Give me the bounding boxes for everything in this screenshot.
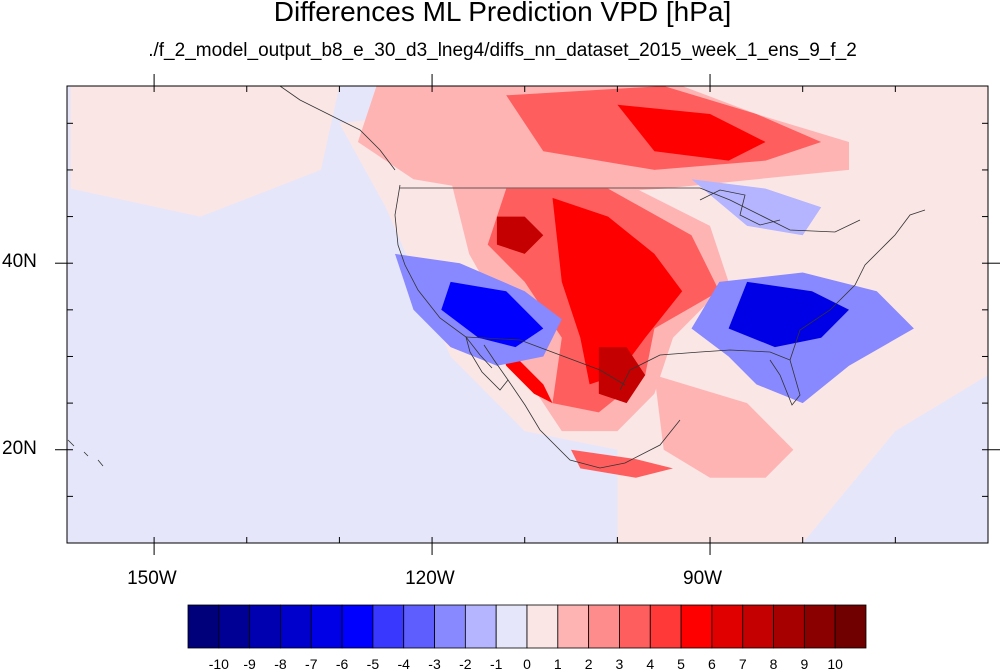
colorbar-swatch — [341, 604, 374, 649]
field-plains-red-core — [552, 197, 683, 385]
great-lakes — [699, 189, 781, 226]
colorbar-swatch — [773, 604, 805, 649]
colorbar — [187, 604, 867, 649]
colorbar-swatch — [434, 604, 466, 649]
colorbar-swatch — [711, 604, 744, 649]
colorbar-label: 6 — [708, 656, 716, 672]
baja-coast — [465, 336, 509, 391]
colorbar-label: 2 — [584, 656, 593, 672]
colorbar-swatch — [680, 604, 713, 649]
map-frame — [66, 85, 989, 544]
colorbar-swatch — [310, 604, 343, 649]
colorbar-swatch — [649, 604, 682, 649]
alaska-coast — [279, 86, 396, 171]
lat-tick-label: 20N — [2, 437, 37, 459]
map-subtitle: ./f_2_model_output_b8_e_30_d3_lneg4/diff… — [148, 40, 857, 61]
us-canada-border — [400, 187, 861, 233]
lon-tick-label: 90W — [683, 568, 723, 589]
field-texas-core — [598, 347, 646, 404]
colorbar-swatch — [742, 604, 774, 649]
colorbar-label: -9 — [243, 656, 256, 672]
colorbar-label: -10 — [208, 656, 229, 672]
colorbar-label: -7 — [305, 656, 318, 672]
colorbar-label: 9 — [800, 656, 809, 672]
lon-tick-label: 120W — [405, 568, 455, 589]
colorbar-swatch — [464, 604, 497, 649]
map-title: Differences ML Prediction VPD [hPa] — [273, 0, 732, 27]
field-pacific-pink — [70, 86, 340, 217]
colorbar-label: 1 — [553, 656, 562, 672]
colorbar-label: 3 — [615, 656, 624, 672]
colorbar-swatch — [495, 604, 528, 649]
lon-tick-label: 150W — [127, 568, 177, 589]
colorbar-label: 8 — [769, 656, 778, 672]
us-mexico-border — [465, 336, 626, 386]
colorbar-swatch — [249, 604, 281, 649]
colorbar-swatch — [619, 604, 651, 649]
coastline-layer — [67, 86, 926, 469]
colorbar-label: -4 — [397, 656, 410, 672]
colorbar-swatch — [834, 604, 867, 649]
colorbar-label: -8 — [274, 656, 287, 672]
mexico-coast — [507, 379, 681, 469]
colorbar-label: -1 — [489, 656, 503, 672]
field-canada-red-core — [617, 104, 766, 161]
colorbar-swatch — [557, 604, 590, 649]
gulf-coast — [619, 349, 801, 406]
field-se-blue-core — [728, 281, 849, 348]
colorbar-swatch — [588, 604, 620, 649]
colorbar-swatch — [803, 604, 836, 649]
colorbar-label: -5 — [366, 656, 380, 672]
colorbar-label: 5 — [677, 656, 685, 672]
lat-tick-label: 40N — [2, 251, 37, 273]
field-wyoming-core — [496, 216, 544, 254]
field-sw-blue-core — [441, 281, 544, 348]
field-ne-blue — [691, 179, 822, 236]
axis-ticks — [55, 74, 1000, 555]
field-gulf-pink — [654, 375, 794, 478]
hawaii — [67, 439, 104, 467]
east-coast — [789, 209, 926, 361]
us-west-coast — [394, 184, 493, 369]
colorbar-swatch — [526, 604, 559, 649]
colorbar-swatch — [280, 604, 312, 649]
colorbar-swatch — [218, 604, 251, 649]
colorbar-label: 0 — [523, 656, 531, 672]
colorbar-label: -6 — [335, 656, 349, 672]
colorbar-swatch — [403, 604, 435, 649]
colorbar-label: 7 — [738, 656, 747, 672]
colorbar-label: 10 — [827, 656, 843, 672]
colorbar-label: 4 — [646, 656, 655, 672]
colorbar-swatch — [372, 604, 405, 649]
colorbar-label: -2 — [459, 656, 472, 672]
colorbar-swatch — [187, 604, 220, 649]
colorbar-label: -3 — [428, 656, 441, 672]
